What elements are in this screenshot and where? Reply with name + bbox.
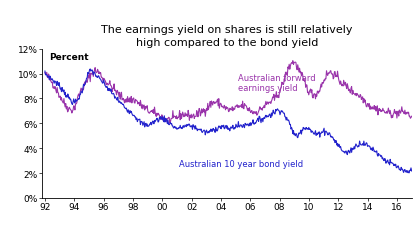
Title: The earnings yield on shares is still relatively
high compared to the bond yield: The earnings yield on shares is still re… [101,25,352,47]
Text: Australian forward
earnings yield: Australian forward earnings yield [238,73,315,92]
Text: Australian 10 year bond yield: Australian 10 year bond yield [179,159,303,168]
Text: Percent: Percent [50,52,89,61]
